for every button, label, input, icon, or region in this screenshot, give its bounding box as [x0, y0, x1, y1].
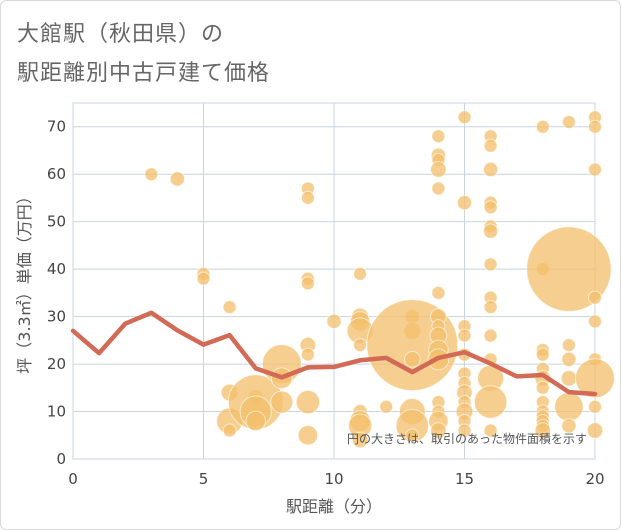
data-bubble: [586, 422, 604, 439]
y-tick-label: 70: [47, 118, 66, 136]
data-bubble: [431, 129, 446, 144]
data-bubble: [404, 351, 421, 368]
data-bubble: [300, 347, 315, 362]
data-bubble: [457, 423, 472, 438]
data-bubble: [144, 167, 159, 182]
data-bubble: [353, 266, 368, 281]
data-bubble: [405, 428, 420, 443]
data-bubble: [270, 390, 294, 414]
data-bubble: [483, 423, 498, 438]
y-tick-label: 20: [47, 355, 66, 373]
data-bubble: [326, 313, 342, 329]
data-bubble: [430, 161, 447, 178]
data-bubble: [561, 114, 576, 129]
data-bubble: [575, 358, 615, 399]
data-bubble: [483, 138, 498, 153]
data-bubble: [483, 300, 498, 315]
data-bubble: [295, 389, 321, 415]
data-bubble: [483, 257, 498, 272]
x-tick-label: 15: [455, 470, 474, 488]
data-bubble: [351, 431, 369, 449]
data-bubble: [431, 285, 446, 300]
data-bubble: [535, 119, 550, 134]
y-tick-label: 0: [56, 450, 66, 468]
trend-line: [70, 310, 598, 397]
data-bubble: [379, 399, 394, 414]
x-tick-label: 0: [68, 470, 78, 488]
trend-line-series: [70, 310, 598, 397]
x-tick-label: 20: [585, 470, 604, 488]
data-bubble: [561, 418, 577, 434]
data-bubble: [245, 410, 266, 432]
chart-title-line2: 駅距離別中古戸建て価格: [17, 61, 271, 86]
data-bubble: [457, 328, 472, 343]
data-bubble: [482, 223, 499, 239]
chart-title-line1: 大館駅（秋田県）の: [17, 22, 225, 47]
data-bubble: [431, 181, 446, 196]
x-tick-label: 10: [324, 470, 343, 488]
data-bubble: [588, 314, 602, 329]
data-bubble: [430, 422, 447, 439]
y-axis-label: 坪（3.3㎡）単価（万円）: [15, 188, 34, 373]
data-bubble: [535, 380, 550, 395]
data-bubble: [561, 338, 576, 353]
data-bubble: [482, 161, 499, 178]
data-bubble: [588, 290, 602, 305]
data-bubble: [534, 422, 552, 439]
data-bubble: [561, 351, 577, 367]
y-tick-label: 30: [47, 308, 66, 326]
data-bubble: [353, 338, 368, 353]
y-tick-label: 60: [47, 165, 66, 183]
data-bubble: [300, 190, 315, 205]
axis-ticks: 0 5 10 15 20 0 10 20 30 40 50 60 70: [47, 118, 605, 488]
data-bubble: [196, 271, 211, 286]
data-bubble: [473, 385, 508, 419]
data-bubble: [535, 347, 550, 362]
data-bubble: [560, 370, 578, 387]
data-bubble: [483, 200, 498, 215]
data-bubble: [483, 328, 498, 343]
data-bubble: [222, 300, 237, 315]
data-bubble: [588, 119, 602, 134]
data-bubble: [456, 195, 473, 211]
data-bubble: [554, 391, 584, 422]
data-bubble: [457, 110, 472, 125]
data-bubble: [300, 276, 315, 291]
y-tick-label: 50: [47, 213, 66, 231]
data-bubble: [222, 423, 237, 438]
data-bubble: [588, 162, 602, 177]
y-tick-label: 10: [47, 403, 66, 421]
data-bubble: [169, 171, 186, 187]
x-tick-label: 5: [199, 470, 209, 488]
size-note: 円の大きさは、取引のあった物件面積を示す: [347, 431, 587, 446]
data-bubble: [588, 399, 602, 414]
y-tick-label: 40: [47, 260, 66, 278]
x-axis-label: 駅距離（分）: [286, 497, 382, 516]
data-bubble: [526, 226, 612, 312]
data-bubble: [297, 425, 319, 446]
